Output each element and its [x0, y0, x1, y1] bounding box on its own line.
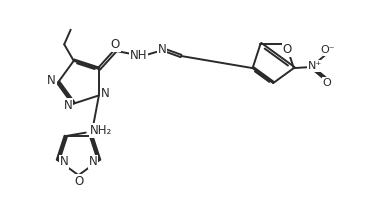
- Text: O: O: [283, 43, 292, 56]
- Text: N: N: [101, 87, 110, 100]
- Text: O: O: [74, 175, 83, 188]
- Text: N: N: [47, 74, 56, 87]
- Text: NH₂: NH₂: [90, 124, 112, 137]
- Text: N: N: [89, 155, 97, 169]
- Text: N: N: [158, 43, 167, 56]
- Text: N: N: [64, 99, 73, 112]
- Text: NH: NH: [130, 49, 147, 62]
- Text: O: O: [323, 78, 332, 88]
- Text: O: O: [111, 38, 120, 51]
- Text: O⁻: O⁻: [320, 45, 335, 55]
- Text: N⁺: N⁺: [308, 61, 322, 71]
- Text: N: N: [60, 155, 68, 169]
